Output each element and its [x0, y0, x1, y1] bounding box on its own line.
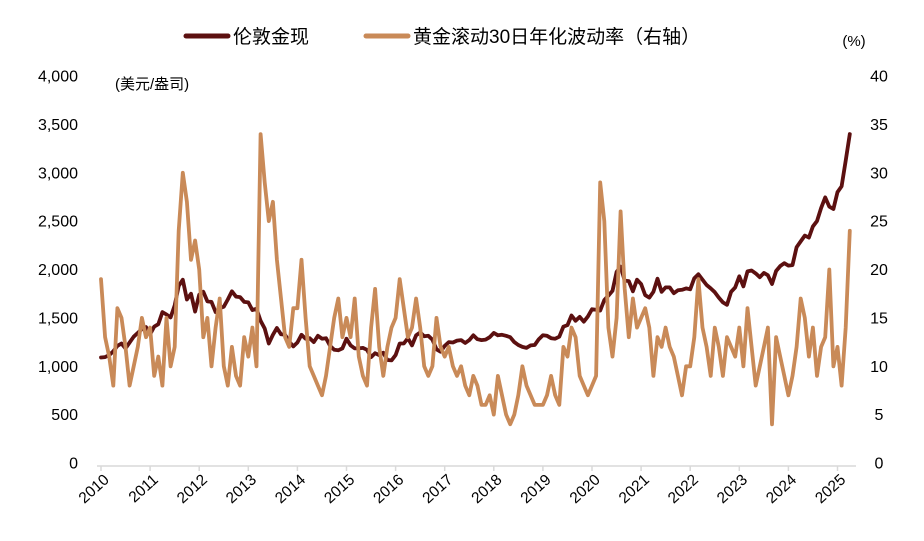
- left-axis-tick-label: 500: [51, 407, 78, 424]
- left-axis-tick-label: 1,000: [38, 359, 78, 376]
- plot-series: [99, 132, 852, 427]
- x-axis-label: 2011: [126, 471, 162, 506]
- gold-price-line: [99, 132, 852, 363]
- x-axis-label: 2022: [665, 471, 702, 507]
- x-axis-label: 2015: [321, 471, 358, 507]
- axes: 2010 2011 2012 2013 2014 2015 2016 2017 2018 2019…: [38, 69, 888, 508]
- right-axis-tick-label: 0: [875, 456, 884, 473]
- right-axis-tick-label: 5: [875, 407, 884, 424]
- left-axis-tick-label: 2,000: [38, 262, 78, 279]
- x-axis-label: 2024: [763, 471, 800, 507]
- legend-label-gold-price: 伦敦金现: [233, 26, 309, 48]
- legend-label-volatility: 黄金滚动30日年化波动率（右轴）: [413, 26, 700, 48]
- x-axis-label: 2014: [272, 471, 309, 507]
- x-axis-label: 2025: [812, 471, 849, 507]
- right-axis-tick-label: 35: [870, 117, 888, 134]
- left-axis-tick-label: 0: [69, 456, 78, 473]
- left-axis-tick-label: 2,500: [38, 214, 78, 231]
- left-axis-tick-label: 3,000: [38, 165, 78, 182]
- x-axis-label: 2023: [714, 471, 751, 507]
- x-axis-label: 2016: [370, 471, 407, 507]
- left-axis-tick-label: 3,500: [38, 117, 78, 134]
- right-axis-tick-label: 20: [870, 262, 888, 279]
- x-axis-label: 2018: [468, 471, 505, 507]
- x-axis-label: 2019: [518, 471, 555, 507]
- x-axis-label: 2021: [616, 471, 653, 507]
- right-axis-unit-label: (%): [842, 33, 865, 50]
- x-axis-label: 2013: [223, 471, 260, 507]
- volatility-line: [99, 132, 852, 427]
- left-axis-tick-label: 4,000: [38, 69, 78, 86]
- left-axis-tick-label: 1,500: [38, 310, 78, 327]
- right-axis-tick-label: 40: [870, 69, 888, 86]
- right-axis-tick-label: 10: [870, 359, 888, 376]
- right-axis-tick-label: 15: [870, 310, 888, 327]
- right-axis-tick-label: 25: [870, 214, 888, 231]
- x-axis-label: 2012: [174, 471, 211, 507]
- left-axis-unit-label: (美元/盎司): [115, 76, 189, 93]
- x-axis-label: 2017: [419, 471, 456, 507]
- right-axis-tick-label: 30: [870, 165, 888, 182]
- legend: 伦敦金现 黄金滚动30日年化波动率（右轴）: [183, 26, 700, 48]
- x-axis-label: 2010: [76, 471, 113, 507]
- x-axis-label: 2020: [567, 471, 604, 507]
